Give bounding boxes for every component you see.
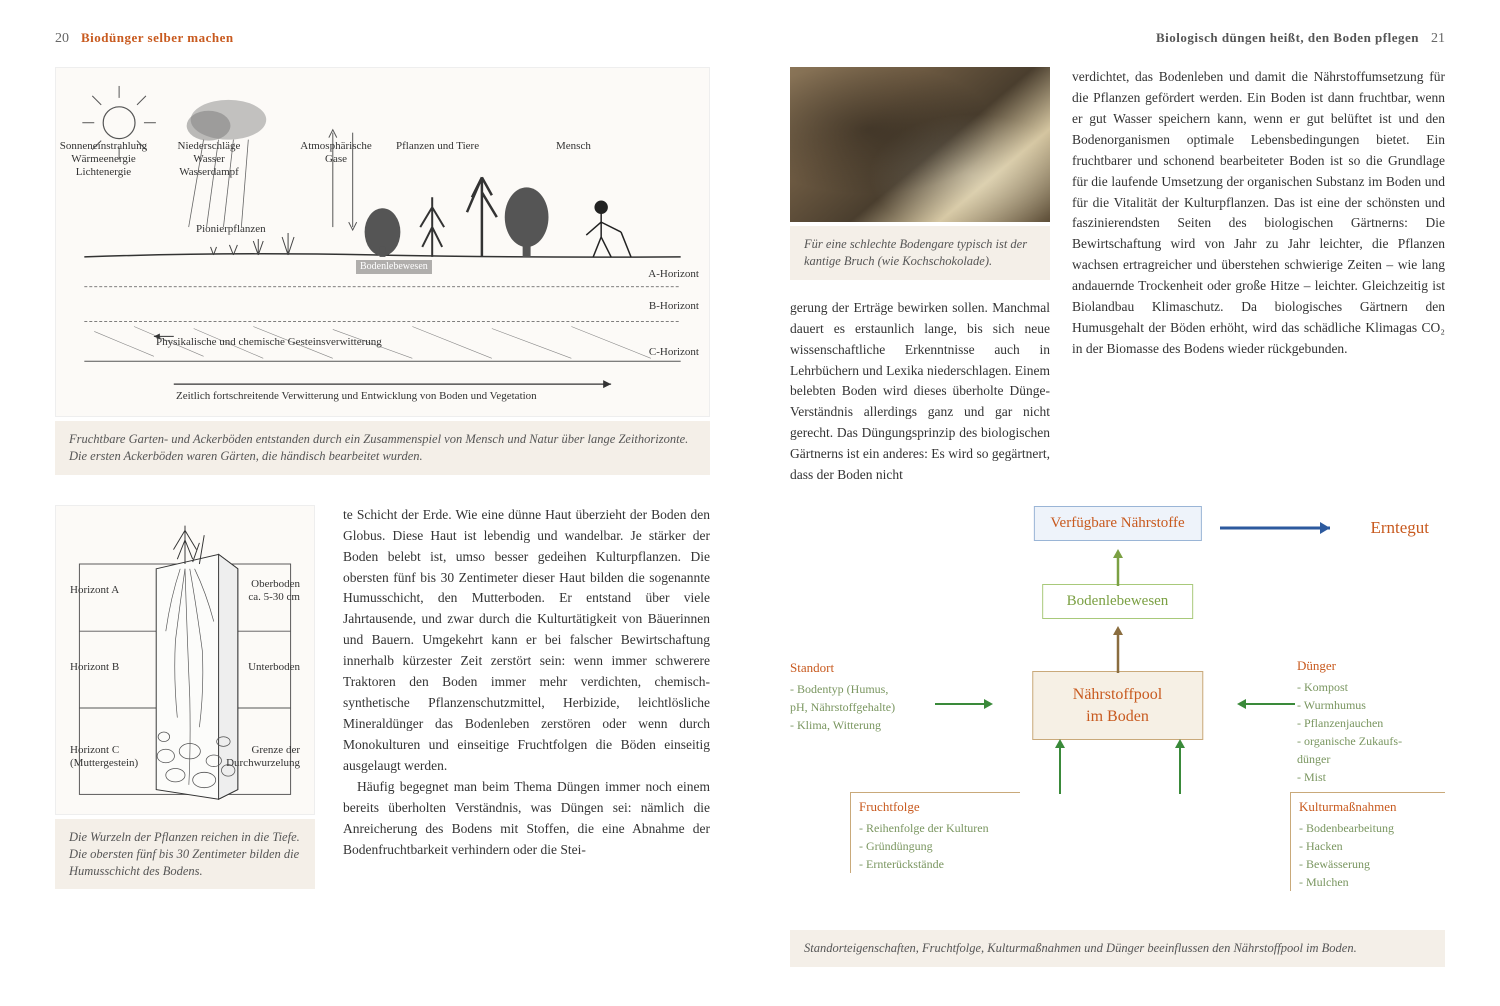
- frucht-i0: - Reihenfolge der Kulturen: [859, 819, 1020, 837]
- prof-ha: Horizont A: [70, 584, 119, 597]
- arrow-pool-to-leb: [1108, 621, 1128, 673]
- arrow-dunger: [1225, 696, 1295, 716]
- dunger-i2: - Pflanzenjauchen: [1297, 714, 1445, 732]
- dunger-i5: - Mist: [1297, 768, 1445, 786]
- standort-i1: pH, Nährstoffgehalte): [790, 698, 930, 716]
- label-pioneer: Pionierpflanzen: [196, 223, 266, 236]
- left-body-p1: te Schicht der Erde. Wie eine dünne Haut…: [343, 505, 710, 777]
- fc-pool: Nährstoffpoolim Boden: [1032, 671, 1203, 740]
- nutrient-flowchart: Verfügbare Nährstoffe Erntegut Bodenlebe…: [790, 506, 1445, 926]
- label-a-horizont: A-Horizont: [648, 268, 699, 281]
- fc-erntegut: Erntegut: [1354, 510, 1445, 546]
- flowchart-caption: Standorteigenschaften, Fruchtfolge, Kult…: [790, 930, 1445, 967]
- label-rain: NiederschlägeWasserWasserdampf: [164, 140, 254, 180]
- prof-hc: Horizont C(Muttergestein): [70, 744, 138, 770]
- arrow-frucht: [1050, 734, 1070, 794]
- arrow-leb-to-nut: [1108, 544, 1128, 586]
- dunger-i4: dünger: [1297, 750, 1445, 768]
- label-b-horizont: B-Horizont: [649, 300, 699, 313]
- label-c-horizont: C-Horizont: [649, 346, 699, 359]
- label-plants: Pflanzen und Tiere: [396, 140, 479, 153]
- frucht-i1: - Gründüngung: [859, 837, 1020, 855]
- prof-unter: Unterboden: [248, 661, 300, 674]
- kultur-i0: - Bodenbearbeitung: [1299, 819, 1445, 837]
- right-body-right-p: verdichtet, das Bodenleben und damit die…: [1072, 67, 1445, 360]
- page-title-left: Biodünger selber machen: [81, 30, 234, 46]
- prof-grenze: Grenze derDurchwurzelung: [226, 744, 300, 770]
- arrow-standort: [935, 696, 1005, 716]
- page-title-right: Biologisch düngen heißt, den Boden pfleg…: [1156, 30, 1419, 46]
- soil-formation-diagram: SonneneinstrahlungWärmeenergieLichtenerg…: [55, 67, 710, 475]
- page-number-right: 21: [1431, 31, 1445, 47]
- fc-lebewesen: Bodenlebewesen: [1042, 584, 1194, 619]
- fc-standort: Standort - Bodentyp (Humus, pH, Nährstof…: [790, 658, 930, 734]
- arrow-kultur: [1170, 734, 1190, 794]
- fc-kultur: Kulturmaßnahmen - Bodenbearbeitung - Hac…: [1290, 792, 1445, 891]
- right-body-right: verdichtet, das Bodenleben und damit die…: [1072, 67, 1445, 486]
- left-body-p2: Häufig begegnet man beim Thema Düngen im…: [343, 777, 710, 861]
- arrow-to-erntegut: [1220, 520, 1350, 540]
- fc-dunger: Dünger - Kompost - Wurmhumus - Pflanzenj…: [1297, 656, 1445, 786]
- fc-frucht: Fruchtfolge - Reihenfolge der Kulturen -…: [850, 792, 1020, 873]
- right-body-left-p: gerung der Erträge bewirken sollen. Manc…: [790, 298, 1050, 486]
- left-page: 20 Biodünger selber machen: [0, 0, 750, 1006]
- frucht-i2: - Ernterückstände: [859, 855, 1020, 873]
- soil-photo: [790, 67, 1050, 222]
- prof-hb: Horizont B: [70, 661, 119, 674]
- left-body-column: te Schicht der Erde. Wie eine dünne Haut…: [343, 505, 710, 890]
- kultur-i1: - Hacken: [1299, 837, 1445, 855]
- page-number-left: 20: [55, 31, 69, 47]
- dunger-i3: - organische Zukaufs-: [1297, 732, 1445, 750]
- soil-profile-diagram: Horizont A Horizont B Horizont C(Mutterg…: [55, 505, 315, 890]
- photo-caption: Für eine schlechte Bodengare typisch ist…: [790, 226, 1050, 280]
- kultur-head: Kulturmaßnahmen: [1299, 797, 1445, 817]
- header-right: Biologisch düngen heißt, den Boden pfleg…: [790, 30, 1445, 47]
- soil-svg: [66, 78, 699, 406]
- kultur-i2: - Bewässerung: [1299, 855, 1445, 873]
- soil-photo-block: Für eine schlechte Bodengare typisch ist…: [790, 67, 1050, 486]
- profile-caption: Die Wurzeln der Pflanzen reichen in die …: [55, 819, 315, 890]
- prof-ober: Oberbodenca. 5-30 cm: [248, 578, 300, 604]
- label-weathering: Physikalische und chemische Gesteinsverw…: [156, 336, 382, 349]
- dunger-i0: - Kompost: [1297, 678, 1445, 696]
- header-left: 20 Biodünger selber machen: [55, 30, 710, 47]
- soil-caption: Fruchtbare Garten- und Ackerböden entsta…: [55, 421, 710, 475]
- standort-i2: - Klima, Witterung: [790, 716, 930, 734]
- label-timeline: Zeitlich fortschreitende Verwitterung un…: [176, 390, 537, 403]
- label-gases: AtmosphärischeGase: [286, 140, 386, 166]
- frucht-head: Fruchtfolge: [859, 797, 1020, 817]
- label-sun: SonneneinstrahlungWärmeenergieLichtenerg…: [56, 140, 151, 180]
- kultur-i3: - Mulchen: [1299, 873, 1445, 891]
- standort-i0: - Bodentyp (Humus,: [790, 680, 930, 698]
- dunger-head: Dünger: [1297, 656, 1445, 676]
- dunger-i1: - Wurmhumus: [1297, 696, 1445, 714]
- label-human: Mensch: [556, 140, 591, 153]
- label-bodenlebewesen: Bodenlebewesen: [356, 260, 432, 274]
- right-body-left: gerung der Erträge bewirken sollen. Manc…: [790, 298, 1050, 486]
- fc-nutrients: Verfügbare Nährstoffe: [1033, 506, 1201, 541]
- right-page: Biologisch düngen heißt, den Boden pfleg…: [750, 0, 1500, 1006]
- standort-head: Standort: [790, 658, 930, 678]
